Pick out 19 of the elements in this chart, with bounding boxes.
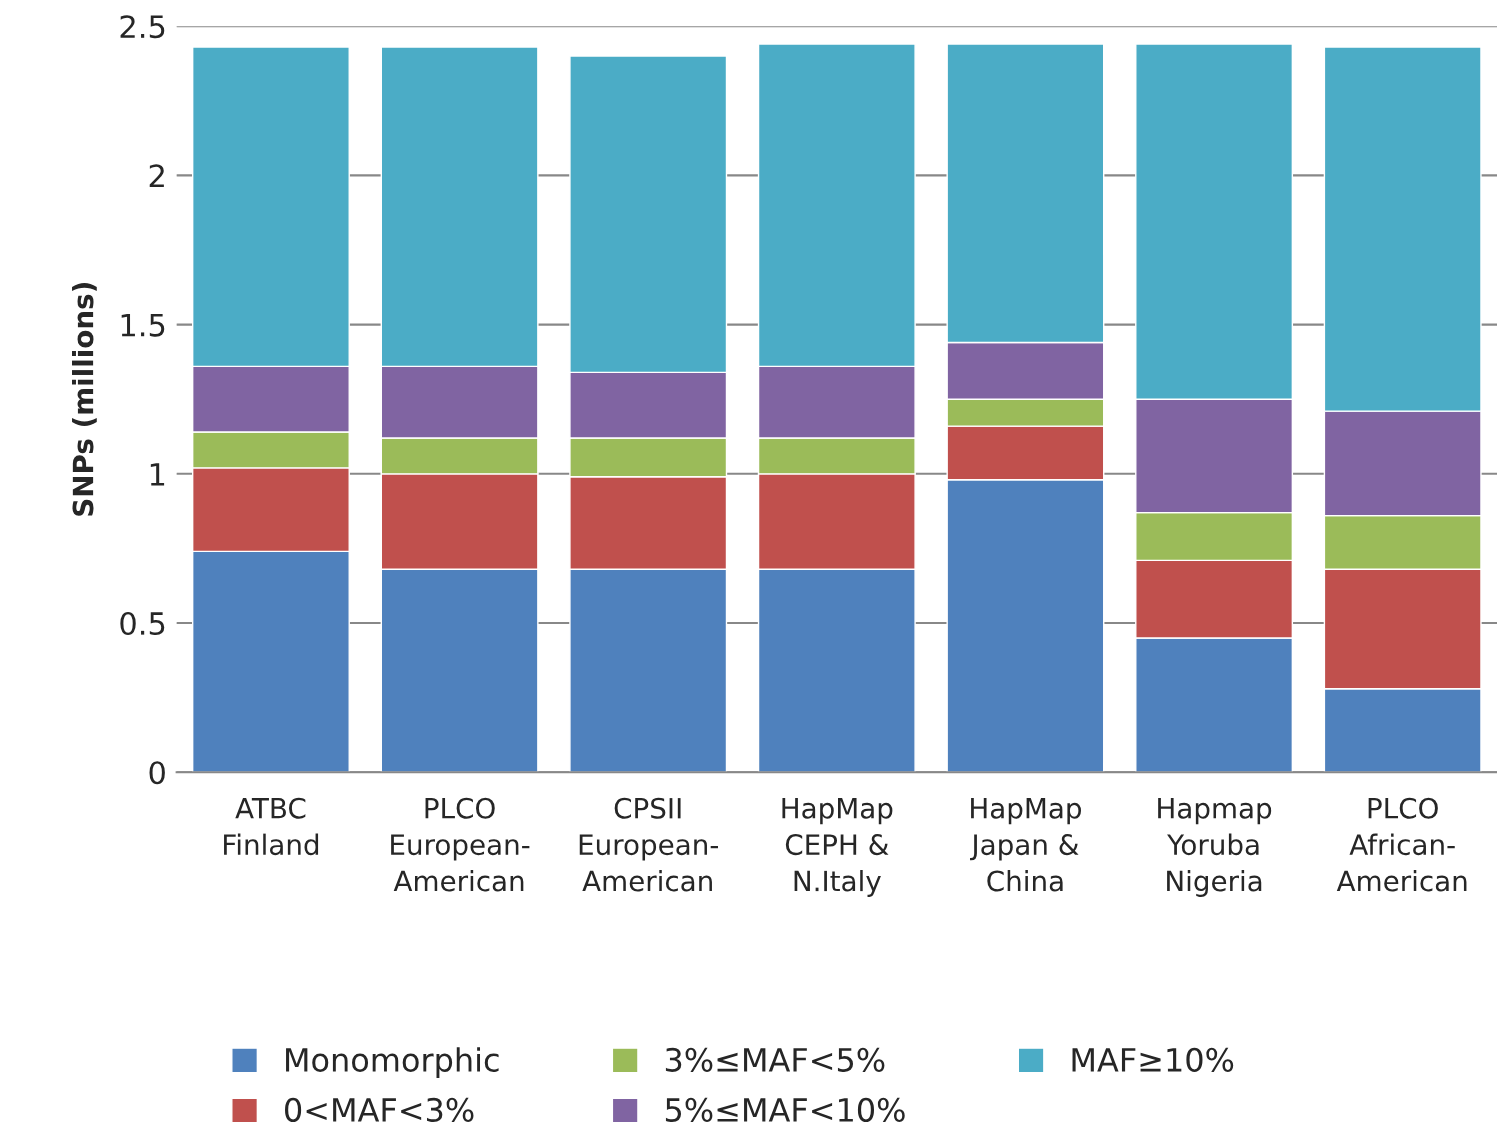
x-tick-label: PLCO African- American — [1336, 797, 1467, 892]
x-tick-label: Hapmap Yoruba Nigeria — [1158, 798, 1272, 897]
x-tick-label: CPSII European- American — [579, 797, 718, 892]
y-tick-label: 0 — [149, 761, 165, 785]
legend-label: Monomorphic — [286, 1047, 499, 1079]
x-tick-label: HapMap Japan & China — [970, 798, 1082, 892]
x-tick-label: PLCO European- American — [391, 797, 530, 892]
y-tick-label: 2.5 — [120, 15, 165, 39]
x-tick-label: HapMap CEPH & N.Italy — [782, 798, 893, 897]
y-axis-title: SNPs (millions) — [72, 283, 97, 516]
y-tick-label: 1 — [150, 463, 165, 486]
y-tick-label: 1.5 — [121, 313, 165, 337]
legend-label: MAF≥10% — [1072, 1047, 1234, 1072]
legend-label: 3%≤MAF<5% — [665, 1047, 885, 1072]
y-tick-label: 0.5 — [120, 611, 165, 636]
legend-label: 0<MAF<3% — [285, 1097, 474, 1122]
legend-label: 5%≤MAF<10% — [665, 1097, 905, 1122]
y-tick-label: 2 — [149, 164, 164, 188]
x-tick-label: ATBC Finland — [224, 797, 319, 856]
